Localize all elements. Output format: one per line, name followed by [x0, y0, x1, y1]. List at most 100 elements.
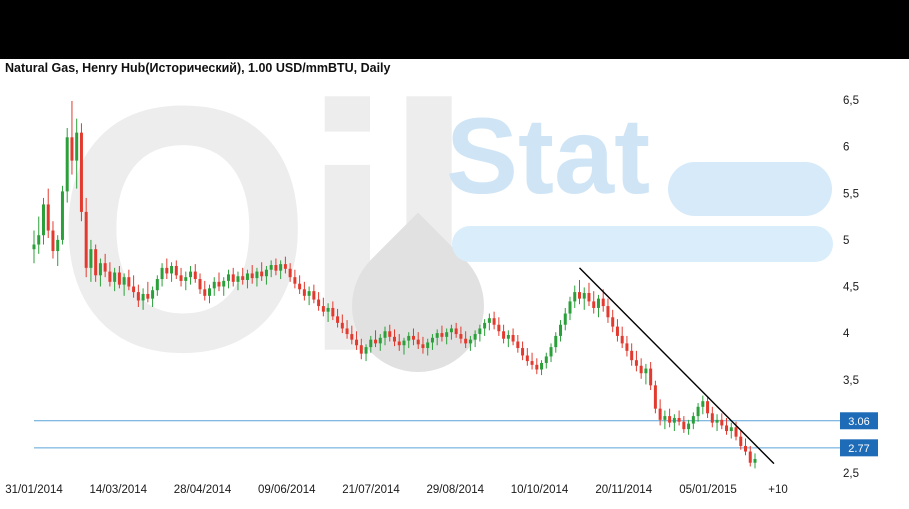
candle-body [151, 290, 155, 299]
candle-body [449, 328, 453, 333]
candle-body [706, 401, 710, 414]
candle-body [184, 277, 188, 281]
candle-body [753, 459, 757, 463]
candle-body [544, 356, 548, 363]
candle-body [369, 339, 373, 348]
candle-body [487, 318, 491, 323]
candle-body [108, 271, 112, 282]
candle-body [739, 436, 743, 446]
candle-body [60, 191, 64, 240]
x-tick-label: 05/01/2015 [679, 484, 737, 496]
candle-body [326, 307, 330, 312]
candle-body [573, 292, 577, 302]
candle-body [416, 339, 420, 345]
candle-body [255, 271, 259, 279]
x-tick-label: 14/03/2014 [89, 484, 147, 496]
candle-body [483, 322, 487, 329]
candle-body [549, 347, 553, 357]
candle-body [592, 301, 596, 308]
candle-body [132, 286, 136, 293]
candle-body [103, 263, 107, 272]
candle-body [165, 267, 169, 274]
y-tick-label: 4 [843, 328, 850, 340]
candle-body [540, 362, 544, 370]
candle-body [203, 289, 207, 296]
candle-body [307, 291, 311, 296]
candle-body [321, 306, 325, 312]
y-tick-label: 6 [843, 142, 849, 154]
candle-body [41, 204, 45, 236]
candle-body [260, 271, 264, 277]
price-chart-svg[interactable]: 6,5 6 5,5 5 4,5 4 3,5 2,5 3.06 2.77 31/01/2014 14/0… [0, 82, 909, 509]
x-tick-label: 29/08/2014 [426, 484, 484, 496]
candle-body [530, 361, 534, 365]
y-tick-label: 4,5 [843, 282, 859, 294]
candle-body [511, 334, 515, 342]
candle-body [701, 401, 705, 407]
candle-body [568, 301, 572, 314]
candle-body [649, 368, 653, 386]
candle-body [473, 334, 477, 340]
candle-body [383, 331, 387, 338]
candle-body [222, 280, 226, 287]
candle-body [691, 416, 695, 424]
candle-body [715, 419, 719, 423]
candle-body [720, 419, 724, 426]
candle-body [350, 334, 354, 340]
candle-body [89, 249, 93, 268]
candle-body [625, 343, 629, 351]
candle-body [241, 276, 245, 280]
candle-body [615, 326, 619, 336]
candle-body [302, 289, 306, 296]
candle-body [634, 360, 638, 366]
candle-body [582, 293, 586, 299]
candle-body [521, 348, 525, 356]
candle-body [492, 318, 496, 325]
candle-body [502, 331, 506, 339]
x-tick-label: 20/11/2014 [595, 484, 652, 496]
candle-body [245, 273, 249, 280]
candle-body [274, 265, 278, 271]
candle-body [559, 324, 563, 336]
candle-body [317, 299, 321, 307]
candle-body [193, 271, 197, 280]
candle-body [117, 272, 121, 285]
candle-body [70, 137, 74, 161]
candle-body [51, 230, 55, 252]
candle-body [596, 298, 600, 308]
candle-body [696, 406, 700, 417]
candle-body [525, 355, 529, 362]
candle-body [37, 235, 41, 245]
support-price-tag[interactable] [840, 439, 878, 457]
candle-body [355, 339, 359, 346]
x-tick-label: 10/10/2014 [511, 484, 569, 496]
chart-title: Natural Gas, Henry Hub(Исторический), 1.… [5, 61, 391, 75]
trendline[interactable] [578, 267, 775, 465]
candle-body [506, 334, 510, 339]
candle-body [668, 416, 672, 423]
candle-body [710, 413, 714, 423]
candle-body [340, 322, 344, 329]
support-price-tag[interactable] [840, 412, 878, 430]
candle-body [468, 339, 472, 344]
support-price-label: 2.77 [848, 443, 869, 455]
candle-body [65, 137, 69, 192]
candle-body [378, 337, 382, 344]
candle-body [606, 306, 610, 318]
candle-body [84, 211, 88, 268]
candle-body [478, 328, 482, 335]
candle-body [94, 249, 98, 276]
x-tick-label: 31/01/2014 [5, 484, 63, 496]
candle-body [146, 293, 150, 299]
x-tick-label: 09/06/2014 [258, 484, 316, 496]
candle-body [345, 328, 349, 335]
candle-body [497, 324, 501, 332]
x-tick-label: 21/07/2014 [342, 484, 400, 496]
candle-body [98, 263, 102, 276]
candle-body [653, 385, 657, 409]
candle-body [198, 279, 202, 290]
candle-body [630, 350, 634, 361]
candle-body [75, 132, 79, 161]
candle-body [672, 417, 676, 423]
